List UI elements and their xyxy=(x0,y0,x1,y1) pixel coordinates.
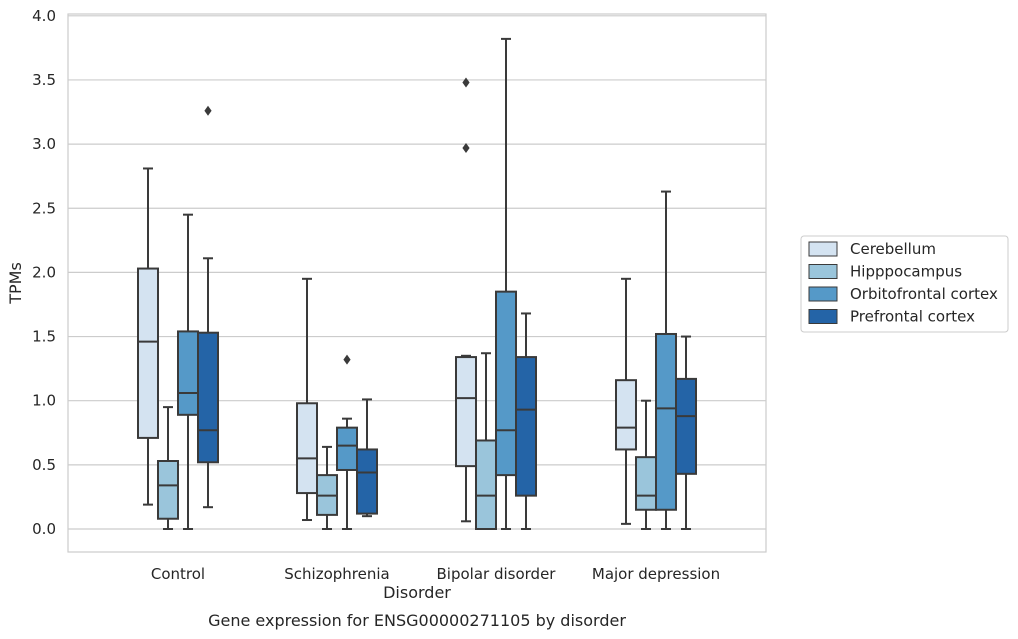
y-tick-label: 1.5 xyxy=(32,328,56,346)
box xyxy=(675,335,697,530)
outlier-point xyxy=(204,105,212,116)
box-series xyxy=(137,37,697,530)
legend-swatch xyxy=(808,241,838,257)
box xyxy=(157,406,179,530)
y-tick-label: 0.0 xyxy=(32,520,56,538)
box xyxy=(655,190,677,530)
legend-frame xyxy=(800,235,1009,333)
box-body xyxy=(177,330,199,416)
outlier-point xyxy=(462,142,470,153)
box xyxy=(197,105,219,509)
y-axis-label: TPMs xyxy=(6,262,25,305)
legend-label: Hipppocampus xyxy=(850,263,962,281)
x-axis-label: Disorder xyxy=(383,583,451,602)
y-tick-label: 4.0 xyxy=(32,7,56,25)
x-tick-label: Bipolar disorder xyxy=(437,565,557,583)
legend: Cerebellum Hipppocampus Orbitofrontal cort… xyxy=(800,235,1009,333)
box-body xyxy=(495,290,517,477)
box-body xyxy=(655,332,677,511)
legend-label: Cerebellum xyxy=(850,240,936,258)
box-body xyxy=(137,267,159,439)
box-body xyxy=(515,356,537,497)
legend-swatch xyxy=(808,309,838,324)
y-tick-labels: 0.0 0.5 1.0 1.5 2.0 2.5 3.0 3.5 4.0 xyxy=(32,7,56,538)
outlier-point xyxy=(462,77,470,88)
box-body xyxy=(296,402,318,495)
box xyxy=(475,352,497,530)
legend-swatch xyxy=(808,286,838,302)
box-body xyxy=(197,331,219,464)
legend-label: Orbitofrontal cortex xyxy=(850,285,998,303)
box xyxy=(615,277,637,525)
outlier-point xyxy=(343,354,351,365)
x-tick-label: Major depression xyxy=(592,565,720,583)
box xyxy=(455,77,477,523)
y-tick-label: 0.5 xyxy=(32,456,56,474)
box xyxy=(336,354,358,530)
y-tick-label: 1.0 xyxy=(32,392,56,410)
y-tick-label: 2.0 xyxy=(32,263,56,281)
legend-label: Prefrontal cortex xyxy=(850,308,975,326)
box xyxy=(316,445,338,530)
box-body xyxy=(356,448,378,515)
x-tick-label: Control xyxy=(151,565,205,583)
y-tick-label: 3.0 xyxy=(32,135,56,153)
box xyxy=(177,213,199,530)
chart-caption: Gene expression for ENSG00000271105 by d… xyxy=(208,611,626,630)
box-body xyxy=(475,439,497,530)
x-tick-label: Schizophrenia xyxy=(284,565,389,583)
box-body xyxy=(615,379,637,451)
box-body xyxy=(635,456,657,511)
x-tick-labels: Control Schizophrenia Bipolar disorder Majo… xyxy=(151,565,720,583)
y-tick-label: 2.5 xyxy=(32,199,56,217)
box-body xyxy=(675,377,697,475)
box xyxy=(296,277,318,522)
box xyxy=(137,167,159,506)
box xyxy=(515,312,537,530)
box xyxy=(356,398,378,518)
box-body xyxy=(336,426,358,471)
legend-swatch xyxy=(808,264,838,279)
box xyxy=(495,37,517,530)
box-body xyxy=(455,356,477,468)
y-tick-label: 3.5 xyxy=(32,71,56,89)
box-body xyxy=(157,460,179,520)
